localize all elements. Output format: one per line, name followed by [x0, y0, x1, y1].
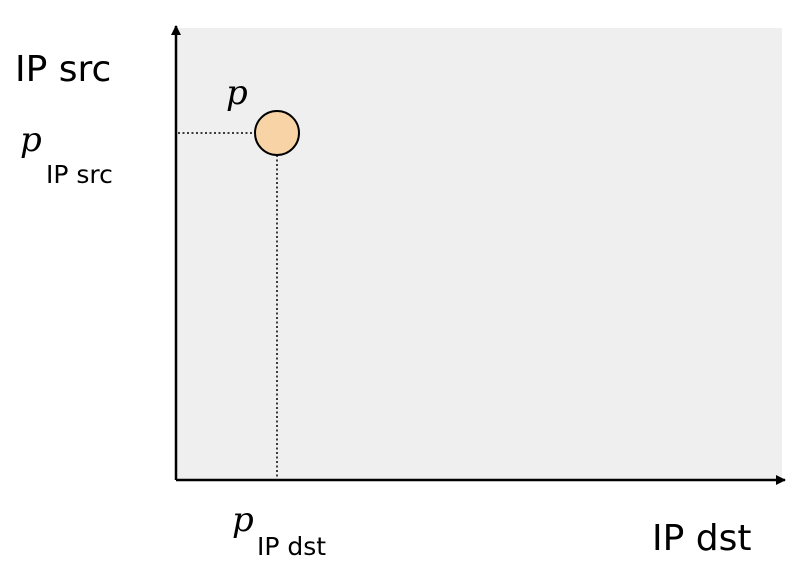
dst-projection-subscript: IP dst — [257, 532, 326, 561]
src-projection-symbol: p — [20, 120, 42, 160]
plot-area — [176, 28, 782, 480]
x-axis-title: IP dst — [652, 518, 752, 559]
point-p — [254, 110, 300, 156]
point-label: p — [226, 73, 248, 113]
src-projection-subscript: IP src — [46, 160, 113, 189]
y-axis-title: IP src — [15, 49, 111, 90]
dst-projection-symbol: p — [232, 500, 254, 540]
